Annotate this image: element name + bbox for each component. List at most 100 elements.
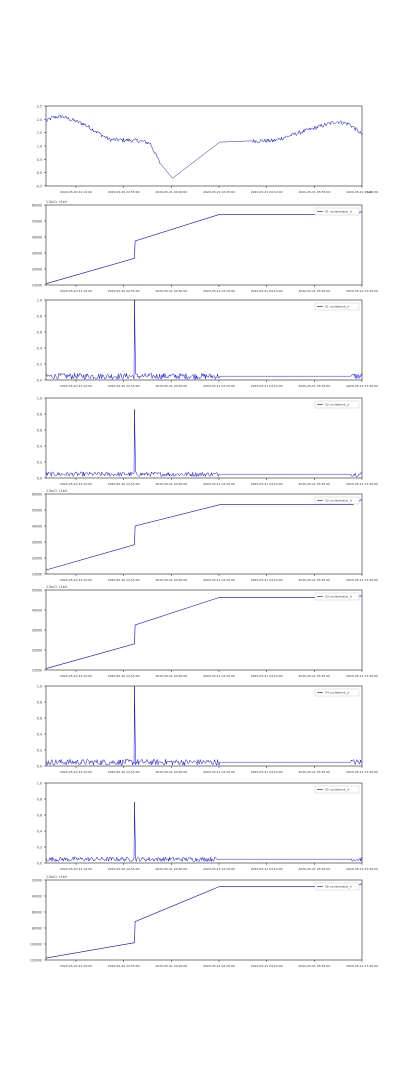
y-tick-label: 0.2 (37, 461, 42, 465)
y-tick-label: 1.0 (37, 685, 42, 689)
plot-frame (45, 685, 363, 767)
x-tick-label: 2020-05-21 05:55:00 (298, 867, 330, 871)
series-line-1 (45, 499, 363, 571)
x-tick-label: 2020-05-21 00:40:00 (155, 289, 187, 293)
x-tick-label: 2020-05-21 02:25:00 (203, 964, 235, 968)
y-tick-label: 2.5 (37, 105, 42, 109)
legend-label: S2 cycletotal(s)_d (325, 499, 352, 503)
y-tick-label: 0.4 (37, 733, 42, 737)
y-tick-label: 2.0 (37, 118, 42, 122)
y-tick-label: 20000 (32, 649, 42, 653)
x-tick-label: 2020-05-20 21:10:00 (60, 770, 92, 774)
x-tick-label: 2020-05-21 07:40:00 (346, 190, 378, 194)
y-tick-label: 0.5 (37, 158, 42, 162)
x-tick-label: 2020-05-21 05:55:00 (298, 770, 330, 774)
x-tick-label: 2020-05-21 02:25:00 (203, 674, 235, 678)
y-tick-label: 1.0 (37, 299, 42, 303)
plot-frame (45, 299, 363, 381)
y-tick-label: 0.4 (37, 830, 42, 834)
y-tick-label: 60000 (32, 493, 42, 497)
x-tick-label: 2020-05-21 05:55:00 (298, 674, 330, 678)
legend-box (314, 207, 360, 216)
y-tick-label: 1.0 (37, 782, 42, 786)
x-offset-label: 1e3 (366, 190, 372, 194)
x-tick-label: 2020-05-21 02:25:00 (203, 190, 235, 194)
x-tick-label: 2020-05-21 00:40:00 (155, 384, 187, 388)
plot-frame (45, 105, 363, 187)
y-tick-label: 0.8 (37, 315, 42, 319)
offset-label: 1.5e11 +1e4 (46, 875, 67, 879)
x-tick-label: 2020-05-21 04:10:00 (251, 674, 283, 678)
legend-box (314, 785, 360, 794)
y-tick-label: 0.2 (37, 363, 42, 367)
x-tick-label: 2020-05-20 22:55:00 (108, 289, 140, 293)
y-tick-label: 0.0 (37, 379, 42, 383)
y-tick-label: 60000 (32, 204, 42, 208)
x-tick-label: 2020-05-20 21:10:00 (60, 674, 92, 678)
y-tick-label: 20000 (32, 879, 42, 883)
x-tick-label: 2020-05-20 21:10:00 (60, 964, 92, 968)
x-tick-label: 2020-05-21 07:40:00 (346, 867, 378, 871)
x-tick-label: 2020-05-21 02:25:00 (203, 867, 235, 871)
y-tick-label: 80000 (32, 927, 42, 931)
series-line-1 (45, 114, 363, 179)
x-tick-label: 2020-05-21 07:40:00 (346, 964, 378, 968)
x-tick-label: 2020-05-21 00:40:00 (155, 190, 187, 194)
y-tick-label: 30000 (32, 629, 42, 633)
x-tick-label: 2020-05-20 21:10:00 (60, 190, 92, 194)
y-tick-label: 1.5 (37, 131, 42, 135)
legend-box (314, 592, 360, 601)
x-tick-label: 2020-05-21 07:40:00 (346, 482, 378, 486)
x-tick-label: 2020-05-21 02:25:00 (203, 482, 235, 486)
series-line-1 (45, 685, 363, 767)
chart-panel-3: 1.0 0.8 0.6 0.4 0.2 0.0 2020-05-20 21:10:00 202… (37, 299, 378, 389)
x-tick-label: 2020-05-21 04:10:00 (251, 770, 283, 774)
offset-label: 1.5e11 +1e4 (46, 585, 67, 589)
x-tick-label: 2020-05-20 21:10:00 (60, 867, 92, 871)
chart-panel-4: 1.0 0.8 0.6 0.4 0.2 0.0 2020-05-20 21:10:00 202… (37, 397, 378, 487)
x-tick-label: 2020-05-20 21:10:00 (60, 289, 92, 293)
series-line-1 (45, 595, 363, 669)
y-tick-label: 0.0 (37, 765, 42, 769)
x-tick-label: 2020-05-21 07:40:00 (346, 770, 378, 774)
chart-panel-2: 10000 20000 30000 40000 50000 60000 1.5e11 +1e… (32, 200, 378, 293)
x-tick-label: 2020-05-21 00:40:00 (155, 867, 187, 871)
legend-label: S2 cycleblank_d (325, 403, 349, 407)
y-tick-label: 0.6 (37, 429, 42, 433)
x-tick-label: 2020-05-20 22:55:00 (108, 482, 140, 486)
x-tick-label: 2020-05-21 05:55:00 (298, 482, 330, 486)
y-tick-label: 100000 (30, 943, 42, 947)
legend-box (314, 302, 360, 311)
x-tick-label: 2020-05-21 02:25:00 (203, 384, 235, 388)
y-tick-label: 120000 (30, 959, 42, 963)
x-tick-label: 2020-05-21 04:10:00 (251, 289, 283, 293)
legend-label: S4 cycleblank_d (325, 691, 349, 695)
legend-label: S1 cycletotal(s)_d (325, 210, 352, 214)
x-tick-label: 2020-05-21 05:55:00 (298, 190, 330, 194)
y-tick-label: 20000 (32, 557, 42, 561)
series-line-1 (45, 409, 363, 478)
y-tick-label: 10000 (32, 284, 42, 288)
y-tick-label: 1.0 (37, 145, 42, 149)
x-tick-label: 2020-05-21 02:25:00 (203, 770, 235, 774)
legend-label: S6 cycletotal(s)_d (325, 885, 352, 889)
chart-panel-1: -0.5 0.0 0.5 1.0 1.5 2.0 2.5 2020-05-20 21:10:0… (36, 105, 378, 195)
x-tick-label: 2020-05-21 07:40:00 (346, 578, 378, 582)
x-tick-label: 2020-05-20 22:55:00 (108, 770, 140, 774)
x-tick-label: 2020-05-21 04:10:00 (251, 578, 283, 582)
x-tick-label: 2020-05-21 04:10:00 (251, 482, 283, 486)
x-tick-label: 2020-05-21 07:40:00 (346, 289, 378, 293)
plot-frame (45, 204, 363, 286)
y-tick-label: 40000 (32, 895, 42, 899)
x-tick-label: 2020-05-21 00:40:00 (155, 770, 187, 774)
series-line-1 (45, 211, 363, 284)
legend-label: S3 cycletotal(s)_d (325, 595, 352, 599)
series-line-1 (45, 299, 363, 380)
y-tick-label: 30000 (32, 541, 42, 545)
y-tick-label: 60000 (32, 911, 42, 915)
x-tick-label: 2020-05-21 00:40:00 (155, 964, 187, 968)
y-tick-label: 40000 (32, 609, 42, 613)
y-tick-label: 0.0 (37, 477, 42, 481)
